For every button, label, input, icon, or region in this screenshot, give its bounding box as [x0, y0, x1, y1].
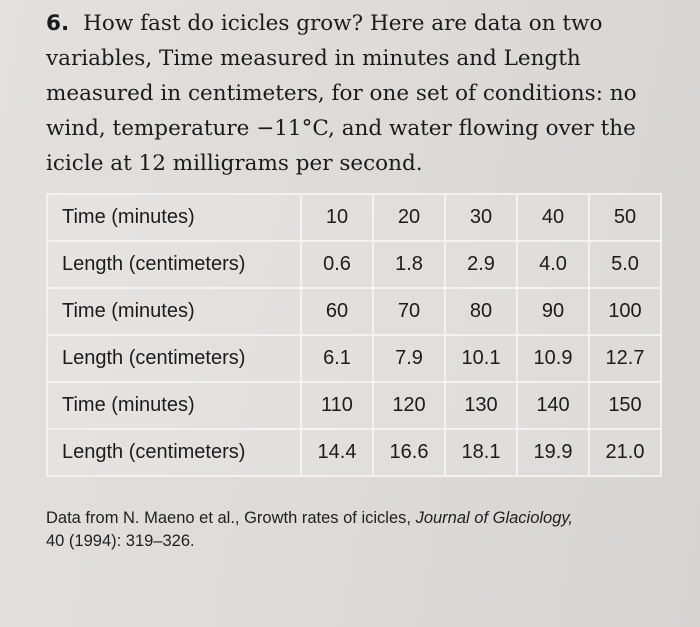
table-row: Length (centimeters) 14.4 16.6 18.1 19.9… [46, 428, 662, 477]
table-cell: 90 [516, 287, 590, 336]
problem-line-1: 6. How fast do icicles grow? Here are dat… [46, 6, 666, 41]
row-label: Length (centimeters) [46, 334, 302, 383]
table-cell: 140 [516, 381, 590, 430]
table-cell: 50 [588, 193, 662, 242]
table-cell: 10.1 [444, 334, 518, 383]
table-cell: 5.0 [588, 240, 662, 289]
table-row: Time (minutes) 110 120 130 140 150 [46, 381, 662, 430]
table-cell: 30 [444, 193, 518, 242]
icicle-data-table: Time (minutes) 10 20 30 40 50 Length (ce… [46, 193, 662, 477]
table-row: Length (centimeters) 0.6 1.8 2.9 4.0 5.0 [46, 240, 662, 289]
table-row: Time (minutes) 10 20 30 40 50 [46, 193, 662, 242]
row-label: Time (minutes) [46, 381, 302, 430]
table-cell: 120 [372, 381, 446, 430]
problem-text-line: wind, temperature −11°C, and water flowi… [46, 116, 636, 141]
table-cell: 0.6 [300, 240, 374, 289]
table-cell: 100 [588, 287, 662, 336]
row-label: Time (minutes) [46, 193, 302, 242]
table-cell: 6.1 [300, 334, 374, 383]
table-cell: 40 [516, 193, 590, 242]
table-cell: 19.9 [516, 428, 590, 477]
table-cell: 1.8 [372, 240, 446, 289]
problem-text-line: measured in centimeters, for one set of … [46, 81, 637, 106]
data-source-citation: Data from N. Maeno et al., Growth rates … [46, 507, 676, 553]
table-cell: 130 [444, 381, 518, 430]
table-cell: 7.9 [372, 334, 446, 383]
table-cell: 10.9 [516, 334, 590, 383]
table-cell: 110 [300, 381, 374, 430]
problem-text: 6. How fast do icicles grow? Here are dat… [46, 6, 666, 181]
citation-text: Data from N. Maeno et al., Growth rates … [46, 509, 416, 527]
table-cell: 20 [372, 193, 446, 242]
table-cell: 16.6 [372, 428, 446, 477]
table-cell: 12.7 [588, 334, 662, 383]
table-cell: 4.0 [516, 240, 590, 289]
table-cell: 10 [300, 193, 374, 242]
table-cell: 80 [444, 287, 518, 336]
row-label: Length (centimeters) [46, 428, 302, 477]
table-cell: 2.9 [444, 240, 518, 289]
problem-number: 6. [46, 11, 70, 36]
problem-text-line: icicle at 12 milligrams per second. [46, 151, 423, 176]
problem-text-line: How fast do icicles grow? Here are data … [83, 11, 603, 36]
table-cell: 14.4 [300, 428, 374, 477]
table-cell: 150 [588, 381, 662, 430]
problem-text-line: variables, Time measured in minutes and … [46, 46, 581, 71]
table-cell: 60 [300, 287, 374, 336]
table-row: Time (minutes) 60 70 80 90 100 [46, 287, 662, 336]
journal-name: Journal of Glaciology, [415, 509, 574, 527]
table-row: Length (centimeters) 6.1 7.9 10.1 10.9 1… [46, 334, 662, 383]
table-cell: 21.0 [588, 428, 662, 477]
table-cell: 70 [372, 287, 446, 336]
row-label: Length (centimeters) [46, 240, 302, 289]
table-cell: 18.1 [444, 428, 518, 477]
row-label: Time (minutes) [46, 287, 302, 336]
citation-volume: 40 (1994): 319–326. [46, 532, 195, 550]
